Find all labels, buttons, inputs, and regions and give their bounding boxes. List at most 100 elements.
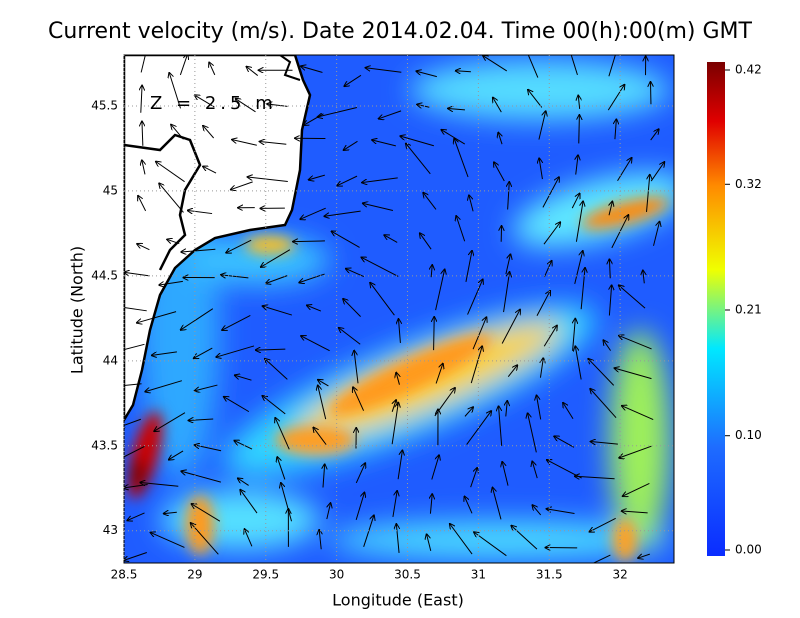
current-arrow bbox=[260, 142, 287, 145]
x-tick-label: 30.5 bbox=[394, 568, 421, 582]
current-arrow bbox=[140, 55, 146, 73]
current-arrow bbox=[318, 380, 329, 387]
current-arrow bbox=[391, 403, 398, 445]
current-arrow bbox=[532, 505, 542, 516]
current-arrow bbox=[576, 155, 578, 175]
y-tick-label: 45.5 bbox=[91, 98, 118, 112]
coastline bbox=[279, 55, 301, 81]
current-arrow bbox=[231, 181, 253, 190]
current-arrow bbox=[456, 71, 471, 72]
current-arrow bbox=[470, 468, 478, 488]
current-arrow bbox=[540, 358, 543, 378]
current-arrow bbox=[427, 534, 432, 552]
colorbar-tick-label: 0.00 bbox=[735, 543, 762, 557]
current-arrow bbox=[469, 195, 474, 212]
current-arrow bbox=[653, 222, 660, 246]
current-arrow bbox=[483, 56, 508, 72]
current-arrow bbox=[464, 407, 473, 417]
current-arrow bbox=[571, 194, 579, 209]
current-arrow bbox=[607, 85, 624, 111]
current-arrow bbox=[141, 86, 142, 113]
current-arrow bbox=[370, 283, 395, 316]
current-arrow bbox=[195, 95, 215, 108]
current-arrow bbox=[435, 364, 443, 384]
current-arrow bbox=[494, 162, 505, 182]
current-arrow bbox=[195, 384, 218, 391]
current-arrow bbox=[226, 239, 252, 253]
current-arrow bbox=[591, 442, 618, 445]
current-arrow bbox=[472, 317, 486, 350]
current-arrow bbox=[467, 280, 483, 315]
current-arrow bbox=[154, 412, 186, 431]
current-arrow bbox=[366, 68, 402, 73]
current-arrow bbox=[236, 99, 256, 113]
x-tick-label: 32 bbox=[612, 568, 627, 582]
current-arrow bbox=[450, 524, 473, 555]
current-arrow bbox=[543, 326, 557, 347]
current-arrow bbox=[167, 239, 180, 245]
current-arrow bbox=[465, 497, 473, 514]
current-arrow bbox=[362, 177, 398, 183]
current-arrow bbox=[608, 55, 616, 77]
current-arrow bbox=[179, 55, 187, 76]
current-arrow bbox=[355, 493, 364, 521]
current-arrow bbox=[435, 270, 445, 311]
current-arrow bbox=[650, 129, 659, 141]
current-arrow bbox=[563, 403, 574, 420]
current-arrow bbox=[266, 275, 288, 284]
current-arrow bbox=[400, 136, 434, 147]
current-arrow bbox=[420, 233, 432, 250]
current-arrow bbox=[501, 310, 520, 344]
current-arrow bbox=[354, 351, 359, 384]
current-arrow bbox=[203, 166, 217, 174]
colorbar-tick-label: 0.10 bbox=[735, 428, 762, 442]
current-arrow bbox=[363, 203, 394, 211]
current-arrow bbox=[498, 133, 502, 145]
y-tick-label: 44 bbox=[103, 353, 118, 367]
current-arrow bbox=[609, 259, 610, 279]
current-arrow bbox=[454, 139, 469, 178]
current-arrow bbox=[159, 183, 184, 213]
current-arrow bbox=[323, 464, 325, 488]
current-arrow bbox=[474, 532, 507, 557]
current-arrow bbox=[456, 216, 466, 242]
current-arrow bbox=[547, 509, 575, 514]
current-arrow bbox=[570, 55, 578, 76]
current-arrow bbox=[372, 140, 396, 147]
current-arrow bbox=[238, 478, 249, 486]
current-arrow bbox=[396, 524, 399, 553]
current-arrow bbox=[124, 307, 147, 312]
current-arrow bbox=[575, 346, 582, 380]
y-tick-label: 43 bbox=[103, 523, 118, 537]
current-arrow bbox=[263, 306, 293, 316]
current-arrow bbox=[326, 503, 331, 520]
x-tick-label: 31 bbox=[471, 568, 486, 582]
current-arrow bbox=[355, 463, 365, 484]
current-arrow bbox=[384, 235, 398, 243]
current-arrow bbox=[145, 380, 183, 392]
x-axis-label: Longitude (East) bbox=[332, 591, 464, 610]
current-arrow bbox=[578, 96, 579, 109]
current-arrow bbox=[203, 126, 215, 139]
current-arrow bbox=[397, 451, 402, 480]
current-arrow bbox=[142, 160, 145, 175]
current-arrow bbox=[195, 445, 222, 452]
current-arrow bbox=[465, 251, 472, 282]
current-arrow bbox=[543, 222, 560, 245]
current-arrow bbox=[646, 175, 650, 212]
current-arrow bbox=[499, 406, 503, 446]
current-arrow bbox=[309, 174, 325, 180]
current-arrow bbox=[623, 483, 650, 496]
grid bbox=[123, 55, 674, 563]
current-arrow bbox=[189, 419, 214, 421]
current-arrow bbox=[417, 104, 430, 107]
current-arrow bbox=[539, 158, 542, 180]
current-arrow bbox=[406, 144, 431, 175]
current-arrow bbox=[318, 386, 327, 420]
current-arrow bbox=[527, 55, 539, 78]
current-arrow bbox=[343, 299, 361, 318]
current-arrow bbox=[127, 512, 145, 521]
current-arrow bbox=[137, 244, 150, 251]
land bbox=[124, 55, 312, 423]
y-tick-label: 44.5 bbox=[91, 268, 118, 282]
